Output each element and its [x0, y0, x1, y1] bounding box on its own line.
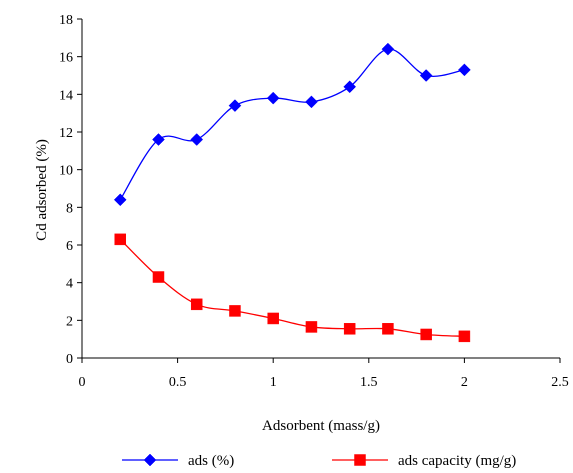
x-tick-label: 0 — [79, 375, 86, 390]
y-tick-label: 14 — [59, 88, 73, 103]
y-tick-label: 6 — [66, 239, 73, 254]
x-tick-label: 1 — [270, 375, 277, 390]
data-point-diamond — [305, 95, 318, 109]
legend-label: ads (%) — [188, 453, 234, 468]
legend-label: ads capacity (mg/g) — [398, 453, 516, 468]
data-point-square — [152, 271, 165, 283]
data-point-square — [114, 233, 126, 246]
data-point-square — [229, 305, 241, 317]
data-point-diamond — [190, 133, 204, 146]
x-axis-title: Adsorbent (mass/g) — [262, 418, 380, 434]
plot-axes — [77, 18, 561, 363]
legend: ads (%) ads capacity (mg/g) — [122, 453, 516, 469]
y-tick-labels: 0 2 4 6 8 10 12 14 16 18 — [59, 13, 73, 367]
data-point-square — [190, 298, 203, 311]
series-1-line — [119, 48, 465, 201]
y-tick-label: 8 — [66, 201, 73, 216]
x-tick-label: 2.5 — [551, 375, 569, 390]
y-tick-label: 16 — [59, 51, 73, 66]
legend-marker-diamond — [143, 453, 157, 467]
y-tick-label: 2 — [66, 314, 73, 329]
data-point-diamond — [113, 193, 127, 207]
series-layer — [113, 42, 471, 343]
x-tick-label: 2 — [461, 375, 468, 390]
data-point-square — [382, 323, 394, 335]
data-point-square — [267, 312, 279, 325]
data-point-diamond — [266, 91, 280, 105]
data-point-diamond — [419, 69, 433, 82]
y-axis-title: Cd adsorbed (%) — [34, 139, 50, 241]
data-point-diamond — [152, 133, 165, 146]
y-tick-label: 0 — [66, 352, 73, 367]
data-point-square — [343, 323, 356, 335]
y-tick-label: 12 — [59, 126, 73, 141]
data-point-diamond — [458, 63, 471, 77]
data-point-diamond — [381, 42, 395, 56]
data-point-square — [305, 321, 318, 333]
x-tick-labels: 0 0.5 1 1.5 2 2.5 — [79, 375, 569, 390]
legend-item-1: ads (%) — [122, 453, 234, 469]
series-2-line — [119, 238, 465, 337]
y-tick-label: 10 — [59, 164, 73, 179]
x-tick-label: 1.5 — [360, 375, 378, 390]
legend-item-2: ads capacity (mg/g) — [332, 453, 516, 469]
series-1 — [113, 42, 471, 207]
series-2 — [114, 233, 471, 343]
data-point-square — [420, 328, 432, 341]
data-point-diamond — [343, 80, 357, 94]
data-point-diamond — [228, 99, 242, 112]
legend-marker-square — [354, 454, 366, 466]
data-point-square — [458, 330, 471, 343]
y-tick-label: 18 — [59, 13, 73, 28]
x-tick-label: 0.5 — [169, 375, 187, 390]
y-tick-label: 4 — [66, 277, 73, 292]
